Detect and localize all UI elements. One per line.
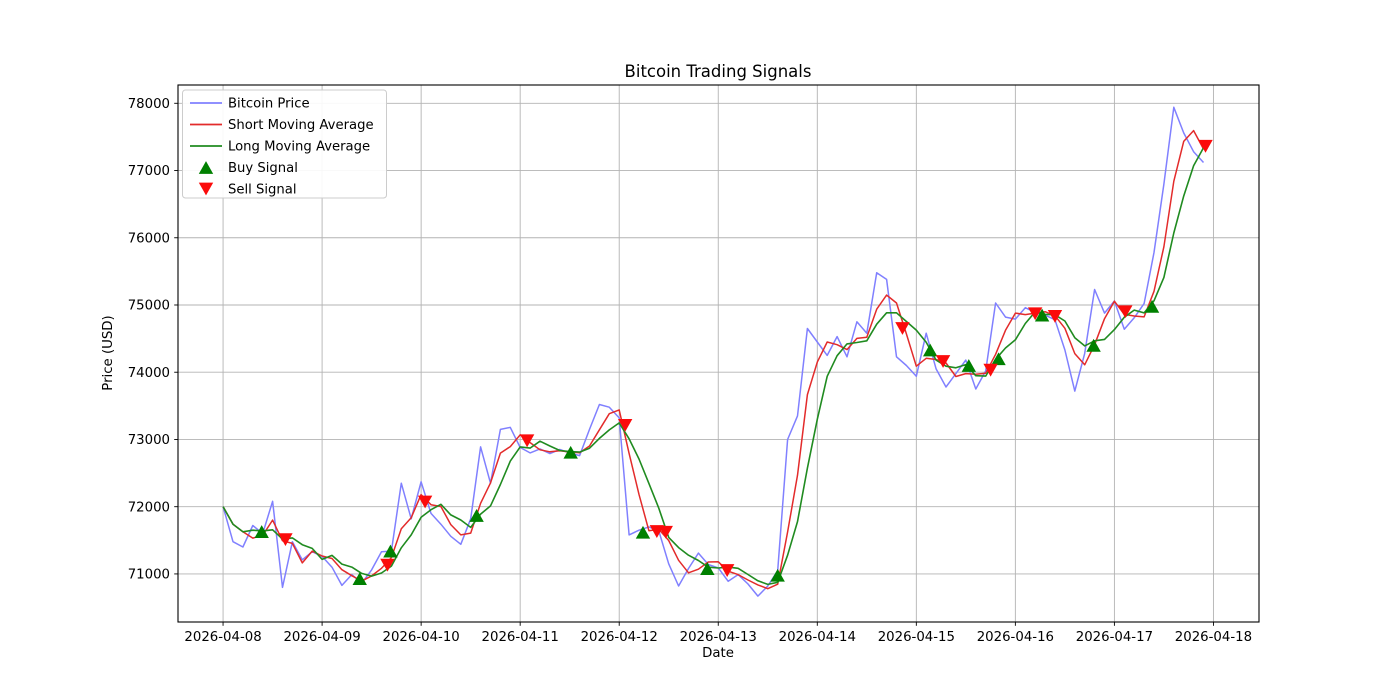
buy-signal-marker — [352, 572, 367, 586]
y-tick-label: 76000 — [128, 231, 170, 246]
sell-signal-marker — [617, 418, 633, 432]
buy-signal-marker — [961, 359, 977, 372]
sell-signal-marker — [935, 355, 951, 368]
sell-signal-marker — [1047, 310, 1063, 323]
y-axis-label: Price (USD) — [101, 315, 116, 390]
sell-signal-markers — [278, 139, 1213, 577]
y-tick-labels: 71000 72000 73000 74000 75000 76000 77000 78000 — [128, 97, 170, 583]
x-tick-label: 2026-04-16 — [977, 630, 1054, 645]
long-ma-line — [222, 147, 1205, 586]
y-tick-label: 78000 — [128, 97, 170, 112]
buy-signal-marker — [991, 352, 1006, 366]
buy-signal-marker — [922, 343, 938, 357]
y-tick-label: 75000 — [128, 299, 170, 314]
y-tick-label: 71000 — [128, 568, 170, 583]
legend-label: Short Moving Average — [228, 118, 374, 133]
y-tick-label: 72000 — [128, 500, 170, 515]
buy-signal-markers — [254, 299, 1160, 586]
sell-signal-marker — [658, 525, 673, 539]
sell-signal-marker — [895, 322, 910, 335]
sell-signal-marker — [1118, 305, 1133, 319]
y-tick-label: 73000 — [128, 433, 170, 448]
legend-label: Long Moving Average — [228, 140, 370, 155]
grid-lines — [178, 85, 1259, 622]
buy-signal-marker — [383, 544, 398, 558]
x-axis-label: Date — [702, 646, 734, 661]
legend-box — [182, 89, 387, 199]
x-tick-label: 2026-04-09 — [283, 630, 360, 645]
sell-signal-marker — [983, 363, 998, 377]
tick-marks — [174, 102, 1214, 626]
short-ma-line — [222, 129, 1205, 590]
buy-signal-marker — [770, 568, 785, 582]
x-tick-label: 2026-04-10 — [382, 630, 459, 645]
buy-signal-marker — [1086, 338, 1101, 352]
chart-title: Bitcoin Trading Signals — [625, 62, 812, 81]
y-tick-label: 74000 — [128, 366, 170, 381]
sell-signal-marker — [278, 533, 293, 547]
buy-signal-marker — [563, 445, 578, 459]
buy-signal-marker — [1034, 308, 1050, 322]
buy-signal-marker — [700, 562, 715, 575]
legend-swatch-marker — [198, 182, 214, 196]
x-tick-label: 2026-04-12 — [581, 630, 658, 645]
x-tick-label: 2026-04-18 — [1175, 630, 1252, 645]
x-tick-label: 2026-04-14 — [779, 630, 856, 645]
sell-signal-marker — [417, 495, 433, 509]
x-tick-label: 2026-04-15 — [878, 630, 955, 645]
sell-signal-marker — [519, 434, 535, 448]
x-tick-label: 2026-04-11 — [482, 630, 559, 645]
sell-signal-marker — [1027, 307, 1043, 321]
x-tick-label: 2026-04-17 — [1076, 630, 1153, 645]
x-tick-labels: 2026-04-08 2026-04-09 2026-04-10 2026-04-11… — [184, 630, 1252, 645]
buy-signal-marker — [254, 525, 269, 538]
y-tick-label: 77000 — [128, 164, 170, 179]
legend-swatch-marker — [198, 161, 214, 174]
sell-signal-marker — [719, 564, 735, 577]
x-tick-label: 2026-04-08 — [184, 630, 261, 645]
legend-label: Buy Signal — [228, 161, 298, 176]
buy-signal-marker — [469, 509, 484, 522]
legend-label: Sell Signal — [228, 183, 297, 198]
legend: Bitcoin Price Short Moving Average Long Mo… — [182, 89, 387, 199]
sell-signal-marker — [380, 558, 395, 572]
legend-label: Bitcoin Price — [228, 97, 310, 112]
buy-signal-marker — [1144, 299, 1160, 313]
x-tick-label: 2026-04-13 — [680, 630, 757, 645]
buy-signal-marker — [635, 525, 651, 539]
sell-signal-marker — [1198, 139, 1213, 153]
